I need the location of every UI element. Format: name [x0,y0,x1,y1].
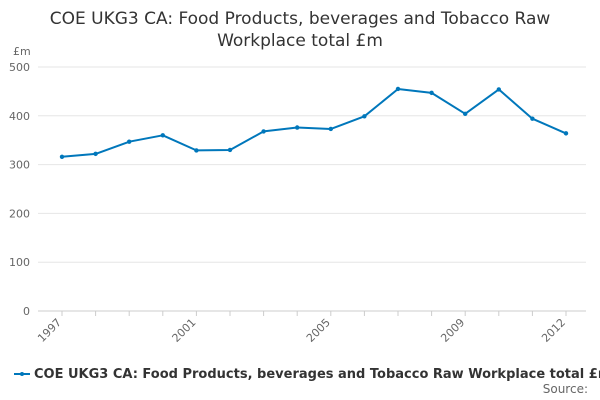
chart-title-line-2: Workplace total £m [217,31,383,51]
data-point-2011[interactable] [530,116,535,121]
data-point-2001[interactable] [194,148,199,153]
data-point-2000[interactable] [160,133,165,138]
data-point-2002[interactable] [227,147,233,153]
series [59,86,569,159]
data-point-1999[interactable] [127,139,132,144]
data-point-2005[interactable] [328,126,333,132]
data-point-2007[interactable] [395,86,401,92]
data-point-1997[interactable] [59,154,65,159]
y-tick-label-200: 200 [9,207,30,220]
y-tick-label-0: 0 [23,305,30,318]
x-tick-label-2009: 2009 [438,316,467,345]
data-point-2003[interactable] [261,129,266,134]
x-tick-label-1997: 1997 [35,316,64,345]
chart-title-line-1: COE UKG3 CA: Food Products, beverages an… [49,9,551,29]
series-line-0[interactable] [61,88,567,158]
data-point-2012[interactable] [563,131,569,136]
y-tick-label-500: 500 [9,61,30,74]
data-point-1998[interactable] [93,151,98,157]
x-tick-label-2001: 2001 [170,316,199,345]
source-label: Source: [542,382,588,396]
y-tick-label-300: 300 [9,159,30,172]
legend-series-marker-icon [14,369,30,379]
x-tick-label-2005: 2005 [304,316,333,345]
data-point-2009[interactable] [463,111,468,117]
data-point-2004[interactable] [295,125,300,130]
axes: £m 0 100 200 300 400 500 1997 2001 2005 2009 2012 [9,45,568,345]
data-point-2008[interactable] [429,90,434,96]
y-axis-label: £m [13,45,31,58]
data-point-2010[interactable] [496,87,501,92]
gridlines [38,66,586,312]
y-tick-label-100: 100 [9,256,30,269]
x-tick-label-2012: 2012 [539,316,568,345]
chart-title: COE UKG3 CA: Food Products, beverages an… [0,8,600,52]
legend-series-label: COE UKG3 CA: Food Products, beverages an… [34,366,600,382]
data-point-2006[interactable] [362,114,367,119]
y-tick-label-400: 400 [9,110,30,123]
legend[interactable]: COE UKG3 CA: Food Products, beverages an… [14,364,600,384]
